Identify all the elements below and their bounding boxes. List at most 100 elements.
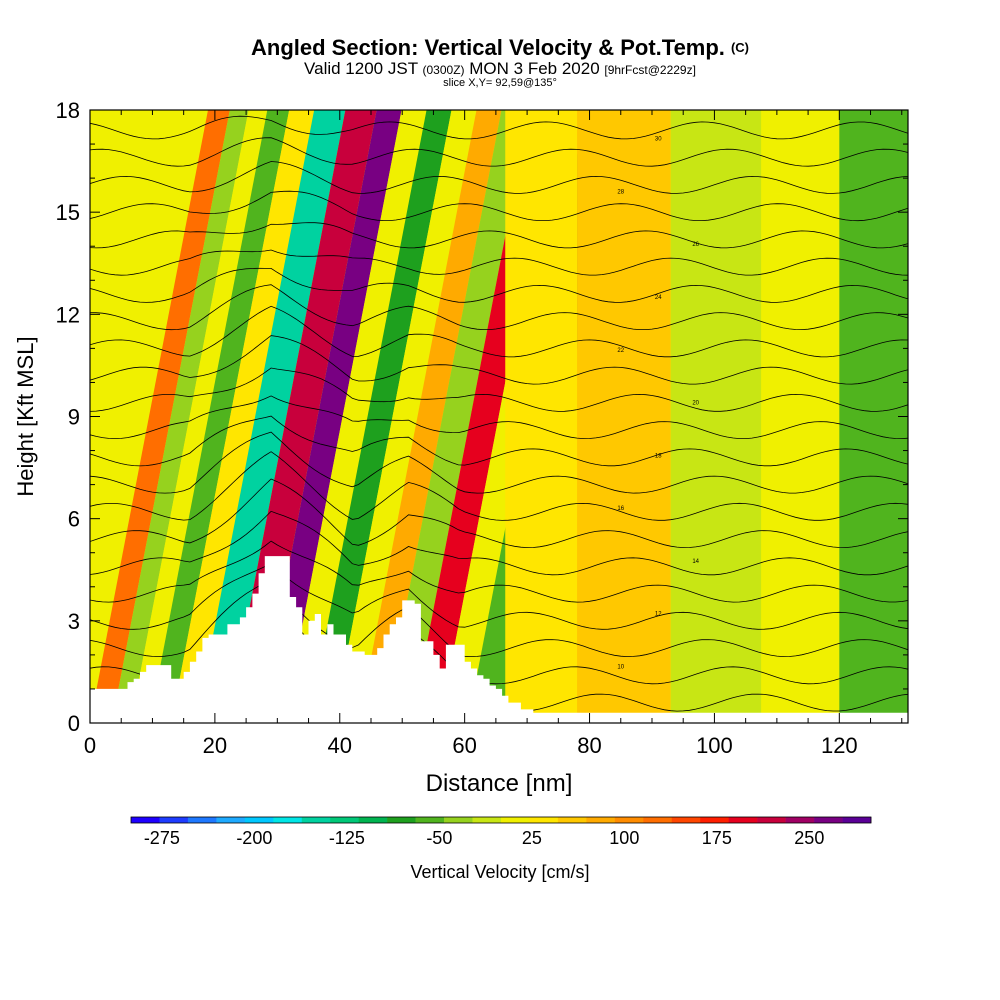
colorbar-frame [130,816,872,824]
colorbar-swatch [159,817,189,823]
colorbar-swatch [785,817,815,823]
colorbar-swatch [700,817,729,823]
isentrope-line [90,395,908,440]
colorbar-label: Vertical Velocity [cm/s] [410,862,590,882]
subtitle-valid: Valid 1200 JST [304,59,423,78]
x-tick-label: 80 [577,733,601,758]
colorbar-swatch [187,817,217,823]
subtitle-utc: (0300Z) [422,63,465,77]
colorbar-swatch [415,817,445,823]
isentrope-line [90,190,908,222]
velocity-band [111,110,249,723]
colorbar-swatch [131,817,160,823]
isentrope-line [90,579,908,658]
colorbar-swatch [529,817,559,823]
isentrope-label: 28 [617,189,624,195]
velocity-band [358,110,502,723]
isentrope-line [90,249,908,276]
colorbar-swatch [444,817,473,823]
isentrope-line [90,335,908,385]
colorbar-swatch [301,817,331,823]
x-tick-label: 40 [328,733,352,758]
velocity-band [839,110,908,723]
y-tick-label: 15 [56,200,80,225]
isentrope-label: 30 [655,137,662,143]
colorbar-swatch [330,817,359,823]
terrain [90,556,908,723]
colorbar-swatch [757,817,786,823]
colorbar-tick-label: 175 [702,828,732,848]
velocity-band [171,110,315,723]
isentrope-line [90,305,908,358]
colorbar-tick-label: -200 [236,828,272,848]
x-tick-label: 20 [203,733,227,758]
colorbar-swatch [842,817,872,823]
isentrope-label: 12 [655,612,662,618]
isentrope-line [90,478,908,549]
colorbar-swatch [614,817,644,823]
x-axis-label: Distance [nm] [426,770,573,797]
y-tick-label: 6 [68,507,80,532]
colorbar-swatch [216,817,246,823]
isentrope-line [90,284,908,331]
isentrope-label: 24 [655,295,662,301]
isentrope-label: 26 [692,242,699,248]
velocity-band [505,110,578,723]
y-tick-label: 18 [56,98,80,123]
velocity-band [149,110,290,723]
colorbar-swatch [273,817,303,823]
velocity-band [383,110,530,723]
x-tick-label: 0 [84,733,96,758]
colorbar-swatch [501,817,530,823]
y-tick-label: 9 [68,405,80,430]
isentrope-label: 10 [617,665,624,671]
isentrope-line [90,115,908,140]
title-tag: (C) [730,40,749,55]
isentropes: 10 12 14 16 18 20 22 24 26 28 30 [90,115,908,712]
colorbar-swatch [814,817,843,823]
colorbar-swatch [557,817,587,823]
colorbar-tick-label: -125 [329,828,365,848]
velocity-band [227,110,377,723]
isentrope-line [90,540,908,603]
isentrope-label: 14 [692,559,699,565]
isentrope-label: 18 [655,453,662,459]
velocity-band [577,110,671,723]
isentrope-line [90,451,908,521]
x-tick-label: 60 [452,733,476,758]
y-tick-label: 0 [68,711,80,736]
isentrope-label: 22 [617,348,624,354]
colorbar-swatch [244,817,274,823]
isentrope-line [90,367,908,412]
colorbar-swatch [358,817,388,823]
velocity-band [761,110,840,723]
isentrope-line [90,562,908,630]
isentrope-line [90,222,908,249]
colorbar-swatch [671,817,701,823]
isentrope-line [90,415,908,467]
isentrope-label: 16 [617,506,624,512]
chart-title: Angled Section: Vertical Velocity & Pot.… [251,35,749,60]
isentrope-line [90,431,908,494]
colorbar-swatch [586,817,616,823]
x-tick-label: 120 [821,733,858,758]
colorbar-tick-label: 100 [609,828,639,848]
colorbar-swatch [387,817,416,823]
colorbar-tick-label: -275 [144,828,180,848]
velocity-band [670,110,762,723]
colorbar-tick-label: 250 [794,828,824,848]
velocity-band [258,110,402,723]
velocity-band [90,110,230,723]
y-tick-label: 3 [68,609,80,634]
colorbar-swatch [728,817,758,823]
colorbar-swatch [472,817,502,823]
isentrope-label: 20 [692,401,699,407]
isentrope-line [90,267,908,303]
colorbar-swatch [643,817,673,823]
velocity-band [333,110,477,723]
isentrope-line [90,161,908,194]
x-tick-label: 100 [696,733,733,758]
isentrope-line [90,510,908,576]
y-tick-label: 12 [56,302,80,327]
